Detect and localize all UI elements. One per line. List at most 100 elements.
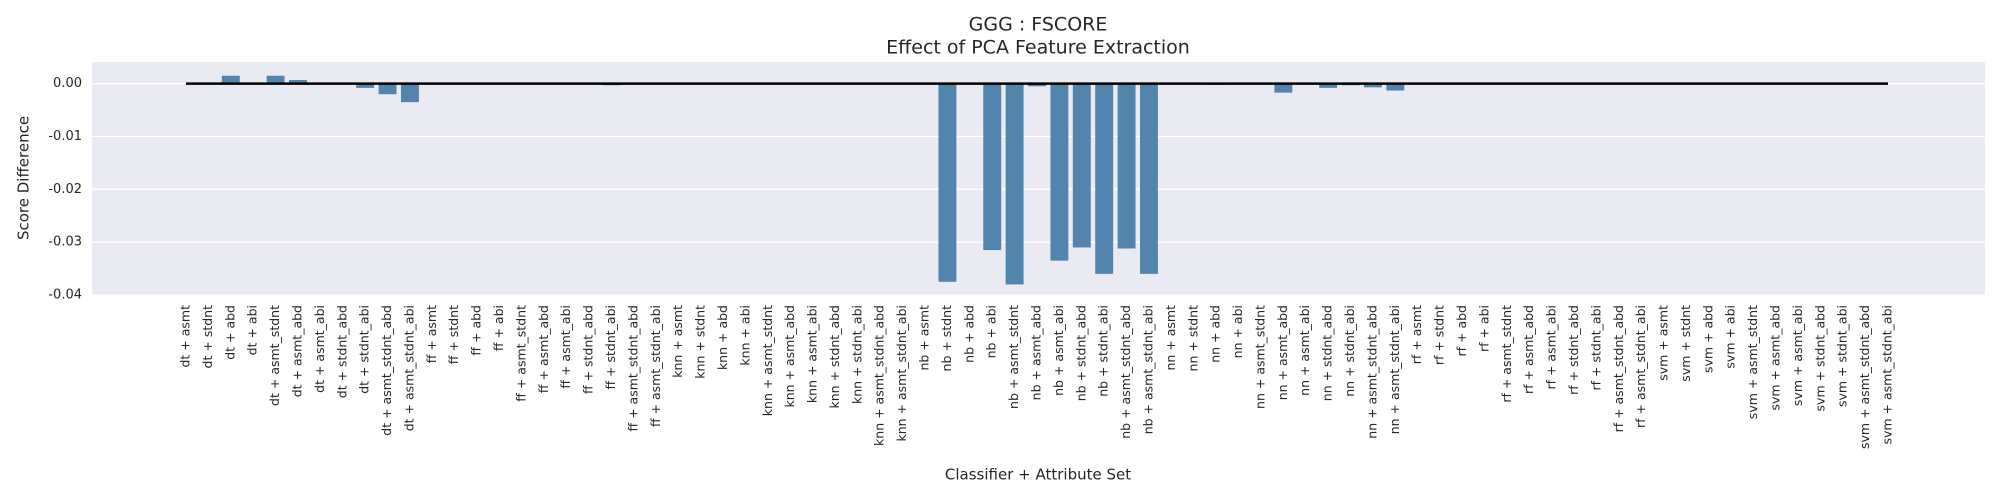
x-tick-label: rf + stdnt_abi	[1588, 305, 1603, 390]
y-tick-label: 0.00	[53, 76, 82, 91]
chart-title: GGG : FSCORE	[969, 14, 1108, 36]
x-tick-label: rf + asmt_abd	[1521, 305, 1536, 394]
x-tick-label: nn + abi	[1230, 305, 1245, 358]
bar	[1005, 83, 1024, 285]
x-tick-label: ff + stdnt_abi	[603, 305, 618, 390]
x-tick-label: svm + asmt	[1656, 305, 1671, 381]
x-tick-label: nb + asmt_stdnt_abi	[1140, 305, 1155, 434]
x-tick-label: knn + asmt_abi	[805, 305, 820, 403]
bar	[400, 83, 419, 103]
x-tick-label: nn + asmt_stdnt_abi	[1387, 305, 1402, 434]
x-tick-label: knn + asmt_abd	[782, 305, 797, 408]
x-tick-label: rf + asmt	[1409, 305, 1424, 364]
x-tick-label: nb + asmt_stdnt	[1006, 305, 1021, 409]
x-tick-label: ff + asmt_stdnt_abi	[648, 305, 663, 427]
bar	[1140, 83, 1158, 274]
x-tick-label: ff + asmt_stdnt	[513, 305, 528, 402]
x-tick-label: svm + abd	[1700, 305, 1715, 373]
y-tick-label: -0.04	[48, 288, 82, 303]
chart-subtitle: Effect of PCA Feature Extraction	[886, 37, 1190, 59]
x-tick-label: svm + asmt_stdnt	[1745, 305, 1760, 419]
x-tick-label: ff + asmt_abd	[536, 305, 551, 393]
x-tick-label: knn + asmt_stdnt_abi	[894, 305, 909, 442]
x-tick-label: nn + stdnt	[1185, 305, 1200, 372]
x-tick-label: nn + stdnt_abi	[1342, 305, 1357, 397]
x-tick-label: rf + asmt_stdnt_abd	[1611, 305, 1626, 432]
x-tick-label: rf + abi	[1476, 305, 1491, 352]
x-tick-label: nn + stdnt_abd	[1320, 305, 1335, 401]
x-tick-label: knn + asmt	[670, 305, 685, 378]
bar	[983, 83, 1002, 251]
x-tick-label: rf + abd	[1454, 305, 1469, 357]
y-tick-label: -0.01	[48, 129, 82, 144]
bar	[1095, 83, 1114, 274]
x-tick-label: nb + stdnt	[939, 305, 954, 372]
x-tick-label: ff + asmt_stdnt_abd	[625, 305, 640, 431]
bar	[1274, 83, 1293, 93]
x-tick-label: nn + asmt_stdnt_abd	[1364, 305, 1379, 439]
x-tick-label: dt + asmt	[178, 305, 193, 368]
x-tick-label: svm + asmt_abd	[1768, 305, 1783, 411]
x-tick-label: ff + stdnt	[446, 305, 461, 364]
x-tick-label: rf + stdnt_abd	[1566, 305, 1581, 395]
bar	[1386, 83, 1405, 91]
x-tick-label: svm + stdnt_abd	[1812, 305, 1827, 411]
x-tick-label: dt + asmt_stdnt	[267, 305, 282, 406]
x-tick-label: ff + stdnt_abd	[581, 305, 596, 394]
bar	[1072, 83, 1091, 248]
plot-area	[92, 62, 1985, 295]
x-tick-label: dt + abi	[245, 305, 260, 355]
x-tick-label: knn + abd	[715, 305, 730, 370]
x-tick-label: knn + asmt_stdnt_abd	[872, 305, 887, 446]
x-tick-label: nn + asmt	[1163, 305, 1178, 371]
x-tick-label: nb + asmt_stdnt_abd	[1118, 305, 1133, 439]
x-tick-label: nn + abd	[1208, 305, 1223, 363]
x-tick-label: ff + abi	[491, 305, 506, 351]
bar	[938, 83, 957, 282]
x-tick-label: nb + abi	[984, 305, 999, 358]
x-tick-label: svm + abi	[1723, 305, 1738, 369]
x-tick-label: dt + stdnt_abi	[357, 305, 372, 394]
bar	[1028, 83, 1046, 87]
y-tick-label: -0.02	[48, 182, 82, 197]
x-tick-label: rf + asmt_stdnt_abi	[1633, 305, 1648, 428]
y-axis-label: Score Difference	[15, 116, 33, 240]
x-tick-label: svm + stdnt_abi	[1835, 305, 1850, 407]
bar	[289, 79, 307, 84]
x-tick-label: dt + asmt_stdnt_abi	[401, 305, 416, 431]
x-tick-label: ff + abd	[469, 305, 484, 356]
x-tick-label: dt + asmt_abi	[312, 305, 327, 393]
x-tick-label: nb + asmt_abi	[1051, 305, 1066, 396]
x-tick-label: svm + asmt_stdnt_abd	[1857, 305, 1872, 449]
bar	[356, 83, 375, 88]
x-tick-label: dt + stdnt	[200, 305, 215, 369]
x-axis-label: Classifier + Attribute Set	[945, 466, 1131, 484]
y-tick-label: -0.03	[48, 235, 82, 250]
x-tick-label: nb + asmt_abd	[1029, 305, 1044, 400]
bar	[266, 75, 285, 84]
x-tick-label: knn + stdnt_abd	[827, 305, 842, 408]
x-tick-label: dt + asmt_stdnt_abd	[379, 305, 394, 436]
bar	[1363, 83, 1382, 88]
x-tick-label: svm + asmt_stdnt_abi	[1880, 305, 1895, 445]
x-tick-label: rf + asmt_abi	[1544, 305, 1559, 390]
x-tick-label: svm + asmt_abi	[1790, 305, 1805, 406]
x-tick-label: dt + abd	[222, 305, 237, 360]
x-tick-label: ff + asmt_abi	[558, 305, 573, 389]
x-tick-label: knn + asmt_stdnt	[760, 305, 775, 416]
x-tick-label: knn + abi	[737, 305, 752, 366]
x-tick-label: nn + asmt_stdnt	[1252, 305, 1267, 409]
bar	[1050, 83, 1069, 261]
x-tick-label: rf + stdnt	[1432, 305, 1447, 365]
x-tick-label: svm + stdnt	[1678, 305, 1693, 382]
x-tick-label: nb + stdnt_abi	[1096, 305, 1111, 397]
bar	[1319, 83, 1338, 88]
x-tick-label: dt + asmt_abd	[289, 305, 304, 397]
x-tick-label: nn + asmt_abi	[1297, 305, 1312, 396]
x-tick-label: ff + asmt	[424, 305, 439, 363]
x-tick-label: dt + stdnt_abd	[334, 305, 349, 398]
x-tick-label: knn + stdnt_abi	[849, 305, 864, 404]
x-tick-label: nb + abd	[961, 305, 976, 363]
x-tick-label: nb + stdnt_abd	[1073, 305, 1088, 401]
x-tick-label: nb + asmt	[917, 305, 932, 371]
